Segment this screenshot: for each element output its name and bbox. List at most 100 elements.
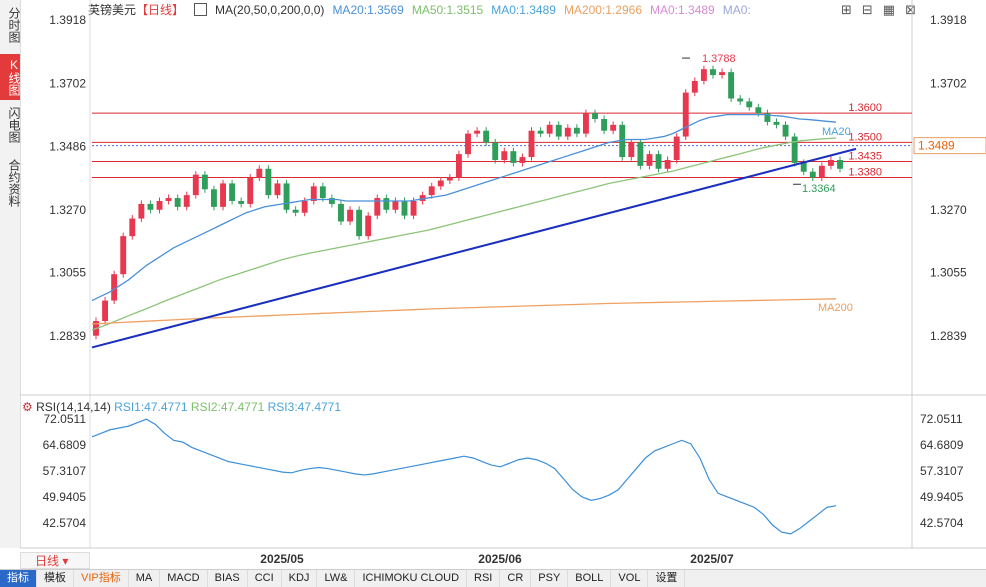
price-label-left: 1.3486: [49, 140, 86, 154]
candle-body: [220, 183, 226, 207]
ma-value-5: MA0:: [722, 3, 751, 17]
toolbar-btn-15[interactable]: 设置: [648, 570, 686, 587]
candle-body: [446, 177, 453, 181]
candle-body: [437, 180, 444, 187]
rsi-title: RSI(14,14,14): [36, 400, 111, 414]
candle-body: [610, 124, 617, 131]
ma-value-2: MA0:1.3489: [491, 3, 556, 17]
tab-timeshare[interactable]: 分时图: [7, 7, 21, 43]
candle-body: [492, 142, 499, 160]
toolbar-btn-1[interactable]: 模板: [37, 570, 74, 587]
candle-body: [156, 200, 163, 210]
toolbar-btn-10[interactable]: RSI: [467, 570, 501, 587]
rsi-header: ⚙ RSI(14,14,14) RSI1:47.4771 RSI2:47.477…: [22, 400, 341, 414]
candle-body: [465, 133, 471, 155]
toolbar-btn-9[interactable]: ICHIMOKU CLOUD: [355, 570, 468, 587]
toolbar-btn-2[interactable]: VIP指标: [74, 570, 129, 587]
candle-body: [737, 98, 744, 102]
candle-body: [837, 159, 843, 169]
candle-body: [138, 203, 145, 219]
toolbar-btn-0[interactable]: 指标: [0, 570, 37, 587]
candle-body: [691, 80, 698, 93]
rsi-label-left: 42.5704: [43, 516, 87, 530]
toolbar-btn-4[interactable]: MACD: [160, 570, 208, 587]
rsi3-value: RSI3:47.4771: [267, 400, 342, 414]
hline-label: 1.3380: [848, 167, 882, 179]
rsi2-value: RSI2:47.4771: [190, 400, 265, 414]
period-tag: 【日线】: [136, 3, 185, 17]
candle-body: [455, 154, 462, 178]
candle-body: [265, 168, 272, 196]
minus-icon[interactable]: ⊟: [861, 2, 873, 17]
toolbar-btn-13[interactable]: BOLL: [568, 570, 612, 587]
candle-body: [356, 209, 363, 237]
low-marker-label: 1.3364: [802, 183, 836, 195]
candle-body: [791, 136, 798, 163]
rsi-label-left: 49.9405: [43, 490, 87, 504]
candle-body: [728, 72, 735, 99]
candle-body: [682, 92, 689, 137]
candle-body: [773, 121, 780, 125]
candle-body: [501, 151, 508, 160]
period-label: 日线: [35, 554, 60, 568]
candle-body: [583, 113, 589, 134]
last-price-box: [913, 137, 986, 155]
ma20-line: [91, 113, 837, 302]
hline-label: 1.3435: [848, 150, 882, 162]
price-label-left: 1.2839: [49, 329, 86, 343]
tab-contract-info[interactable]: 合约资料: [7, 159, 21, 207]
toolbar-btn-3[interactable]: MA: [129, 570, 161, 587]
rsi-label-left: 72.0511: [44, 412, 87, 426]
candle-body: [664, 159, 671, 169]
candle-body: [174, 198, 181, 207]
toolbar-btn-8[interactable]: LW&: [317, 570, 356, 587]
close-icon[interactable]: ⊠: [905, 2, 916, 17]
candle-body: [111, 274, 118, 301]
grid-icon[interactable]: ▦: [882, 2, 896, 17]
last-price-label: 1.3489: [918, 139, 955, 153]
candle-body: [256, 168, 263, 178]
ma-settings-icon[interactable]: [194, 3, 208, 16]
instrument-name: 英镑美元: [88, 3, 137, 17]
period-select-button[interactable]: 日线 ▾: [20, 552, 90, 569]
toolbar-btn-12[interactable]: PSY: [531, 570, 569, 587]
candle-body: [573, 127, 580, 134]
toolbar-btn-5[interactable]: BIAS: [208, 570, 248, 587]
rsi-label-left: 64.6809: [43, 438, 87, 452]
hline-label: 1.3600: [848, 102, 882, 114]
toolbar-btn-11[interactable]: CR: [500, 570, 532, 587]
candle-body: [238, 200, 245, 204]
tab-flash[interactable]: 闪电图: [7, 107, 21, 143]
candle-body: [401, 200, 408, 216]
candle-body: [655, 154, 662, 169]
candle-body: [365, 215, 372, 237]
ma20-label: MA20: [822, 126, 851, 138]
rsi1-value: RSI1:47.4771: [114, 400, 188, 414]
candle-body: [483, 130, 490, 143]
candle-body: [800, 162, 807, 172]
toolbar-btn-7[interactable]: KDJ: [282, 570, 318, 587]
candle-body: [519, 157, 526, 163]
left-sidebar: 分时图 K线图 闪电图 合约资料: [0, 0, 21, 548]
time-label: 2025/06: [478, 552, 522, 566]
hline-label: 1.3500: [848, 131, 882, 143]
trendline: [91, 147, 857, 349]
rsi-label-left: 57.3107: [43, 464, 87, 478]
candle-body: [818, 165, 825, 178]
rsi-settings-icon[interactable]: ⚙: [22, 400, 33, 414]
price-label-left: 1.3055: [49, 266, 86, 280]
toolbar-btn-6[interactable]: CCI: [248, 570, 282, 587]
candle-body: [347, 209, 353, 222]
toolbar-btn-14[interactable]: VOL: [611, 570, 649, 587]
add-icon[interactable]: ⊞: [840, 2, 852, 17]
price-label-right: 1.3702: [930, 76, 967, 90]
candle-body: [510, 151, 517, 163]
candle-body: [165, 198, 172, 201]
ma-value-1: MA50:1.3515: [411, 3, 484, 17]
ma-value-3: MA200:1.2966: [563, 3, 642, 17]
candle-body: [764, 113, 771, 122]
tab-kline[interactable]: K线图: [0, 54, 21, 100]
candle-body: [102, 300, 109, 322]
candle-body: [229, 183, 236, 201]
